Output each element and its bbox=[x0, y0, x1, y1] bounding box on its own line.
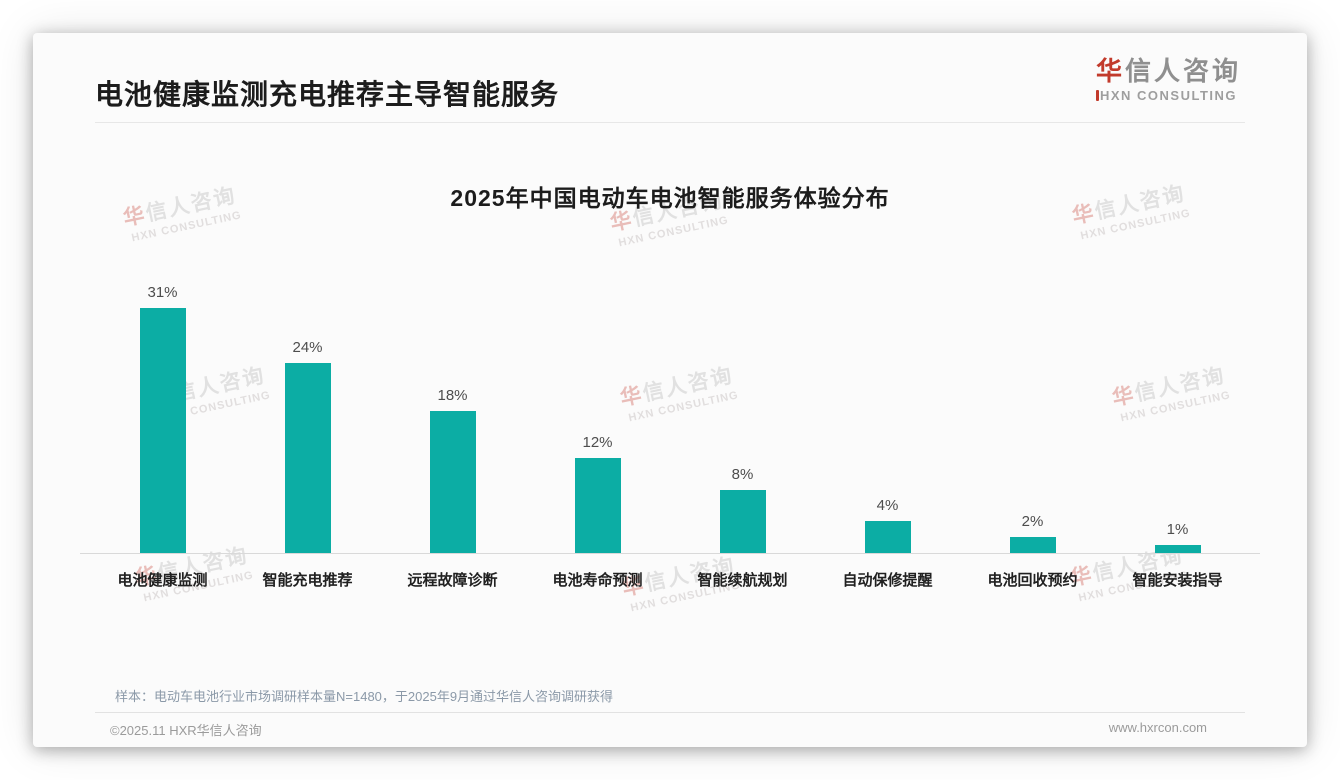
chart-bar bbox=[1154, 545, 1201, 553]
chart-bar bbox=[429, 411, 476, 553]
report-card: 电池健康监测充电推荐主导智能服务 华信人咨询 H XN CONSULTING 20… bbox=[33, 33, 1307, 747]
category-label: 自动保修提醒 bbox=[842, 572, 933, 589]
chart-column: 24% bbox=[235, 339, 380, 553]
bar-value-label: 24% bbox=[292, 339, 323, 356]
chart-column: 8% bbox=[670, 466, 815, 553]
chart-bar bbox=[1009, 537, 1056, 553]
category-label: 电池回收预约 bbox=[987, 572, 1078, 589]
category-label: 电池寿命预测 bbox=[552, 572, 643, 589]
footer-website: www.hxrcon.com bbox=[1108, 720, 1207, 735]
sample-footnote: 样本：电动车电池行业市场调研样本量N=1480，于2025年9月通过华信人咨询调… bbox=[115, 689, 614, 704]
chart-column: 18% bbox=[380, 387, 525, 553]
chart-x-axis-line bbox=[80, 553, 1260, 554]
watermark-line2: HXN CONSULTING bbox=[617, 214, 730, 250]
footer-copyright: ©2025.11 HXR华信人咨询 bbox=[110, 723, 262, 738]
bar-value-label: 12% bbox=[582, 434, 613, 451]
chart-bar bbox=[139, 308, 186, 553]
bar-value-label: 2% bbox=[1021, 513, 1044, 530]
brand-logo: 华信人咨询 H XN CONSULTING bbox=[1095, 57, 1241, 103]
chart-column: 1% bbox=[1105, 521, 1250, 553]
bar-value-label: 18% bbox=[437, 387, 468, 404]
page-title: 电池健康监测充电推荐主导智能服务 bbox=[95, 79, 560, 110]
brand-logo-text: 华信人咨询 bbox=[1096, 57, 1241, 86]
category-label: 智能充电推荐 bbox=[262, 572, 353, 589]
bar-value-label: 8% bbox=[731, 466, 754, 483]
chart-bar bbox=[284, 363, 331, 553]
brand-logo-accent: 华 bbox=[1095, 56, 1125, 86]
brand-logo-subtitle-text: H bbox=[1099, 87, 1111, 103]
brand-logo-subtitle: H XN CONSULTING bbox=[1095, 87, 1241, 103]
category-label: 远程故障诊断 bbox=[407, 572, 498, 589]
chart-categories: 电池健康监测 智能充电推荐 远程故障诊断 电池寿命预测 智能续航规划 自动保修提醒 电池回收… bbox=[90, 569, 1250, 590]
category-label: 智能安装指导 bbox=[1132, 572, 1223, 589]
bar-value-label: 4% bbox=[876, 497, 899, 514]
brand-logo-rest: 信人咨询 bbox=[1124, 56, 1241, 86]
category-label: 智能续航规划 bbox=[697, 572, 788, 589]
chart-bar bbox=[864, 521, 911, 553]
chart-plot: 31% 24% 18% 12% 8% 4% 2% 1% bbox=[90, 273, 1250, 553]
footer-divider bbox=[95, 712, 1245, 713]
chart-column: 12% bbox=[525, 434, 670, 553]
chart-bar bbox=[574, 458, 621, 553]
bar-value-label: 31% bbox=[147, 284, 178, 301]
brand-logo-subtitle-rest: XN CONSULTING bbox=[1110, 87, 1238, 103]
chart-bar bbox=[719, 490, 766, 553]
bar-value-label: 1% bbox=[1166, 521, 1189, 538]
chart-title: 2025年中国电动车电池智能服务体验分布 bbox=[450, 185, 890, 211]
chart-column: 31% bbox=[90, 284, 235, 553]
brand-logo-tick-icon bbox=[1095, 89, 1099, 101]
category-label: 电池健康监测 bbox=[117, 572, 208, 589]
header-divider bbox=[95, 122, 1245, 123]
chart-column: 2% bbox=[960, 513, 1105, 553]
chart-column: 4% bbox=[815, 497, 960, 553]
